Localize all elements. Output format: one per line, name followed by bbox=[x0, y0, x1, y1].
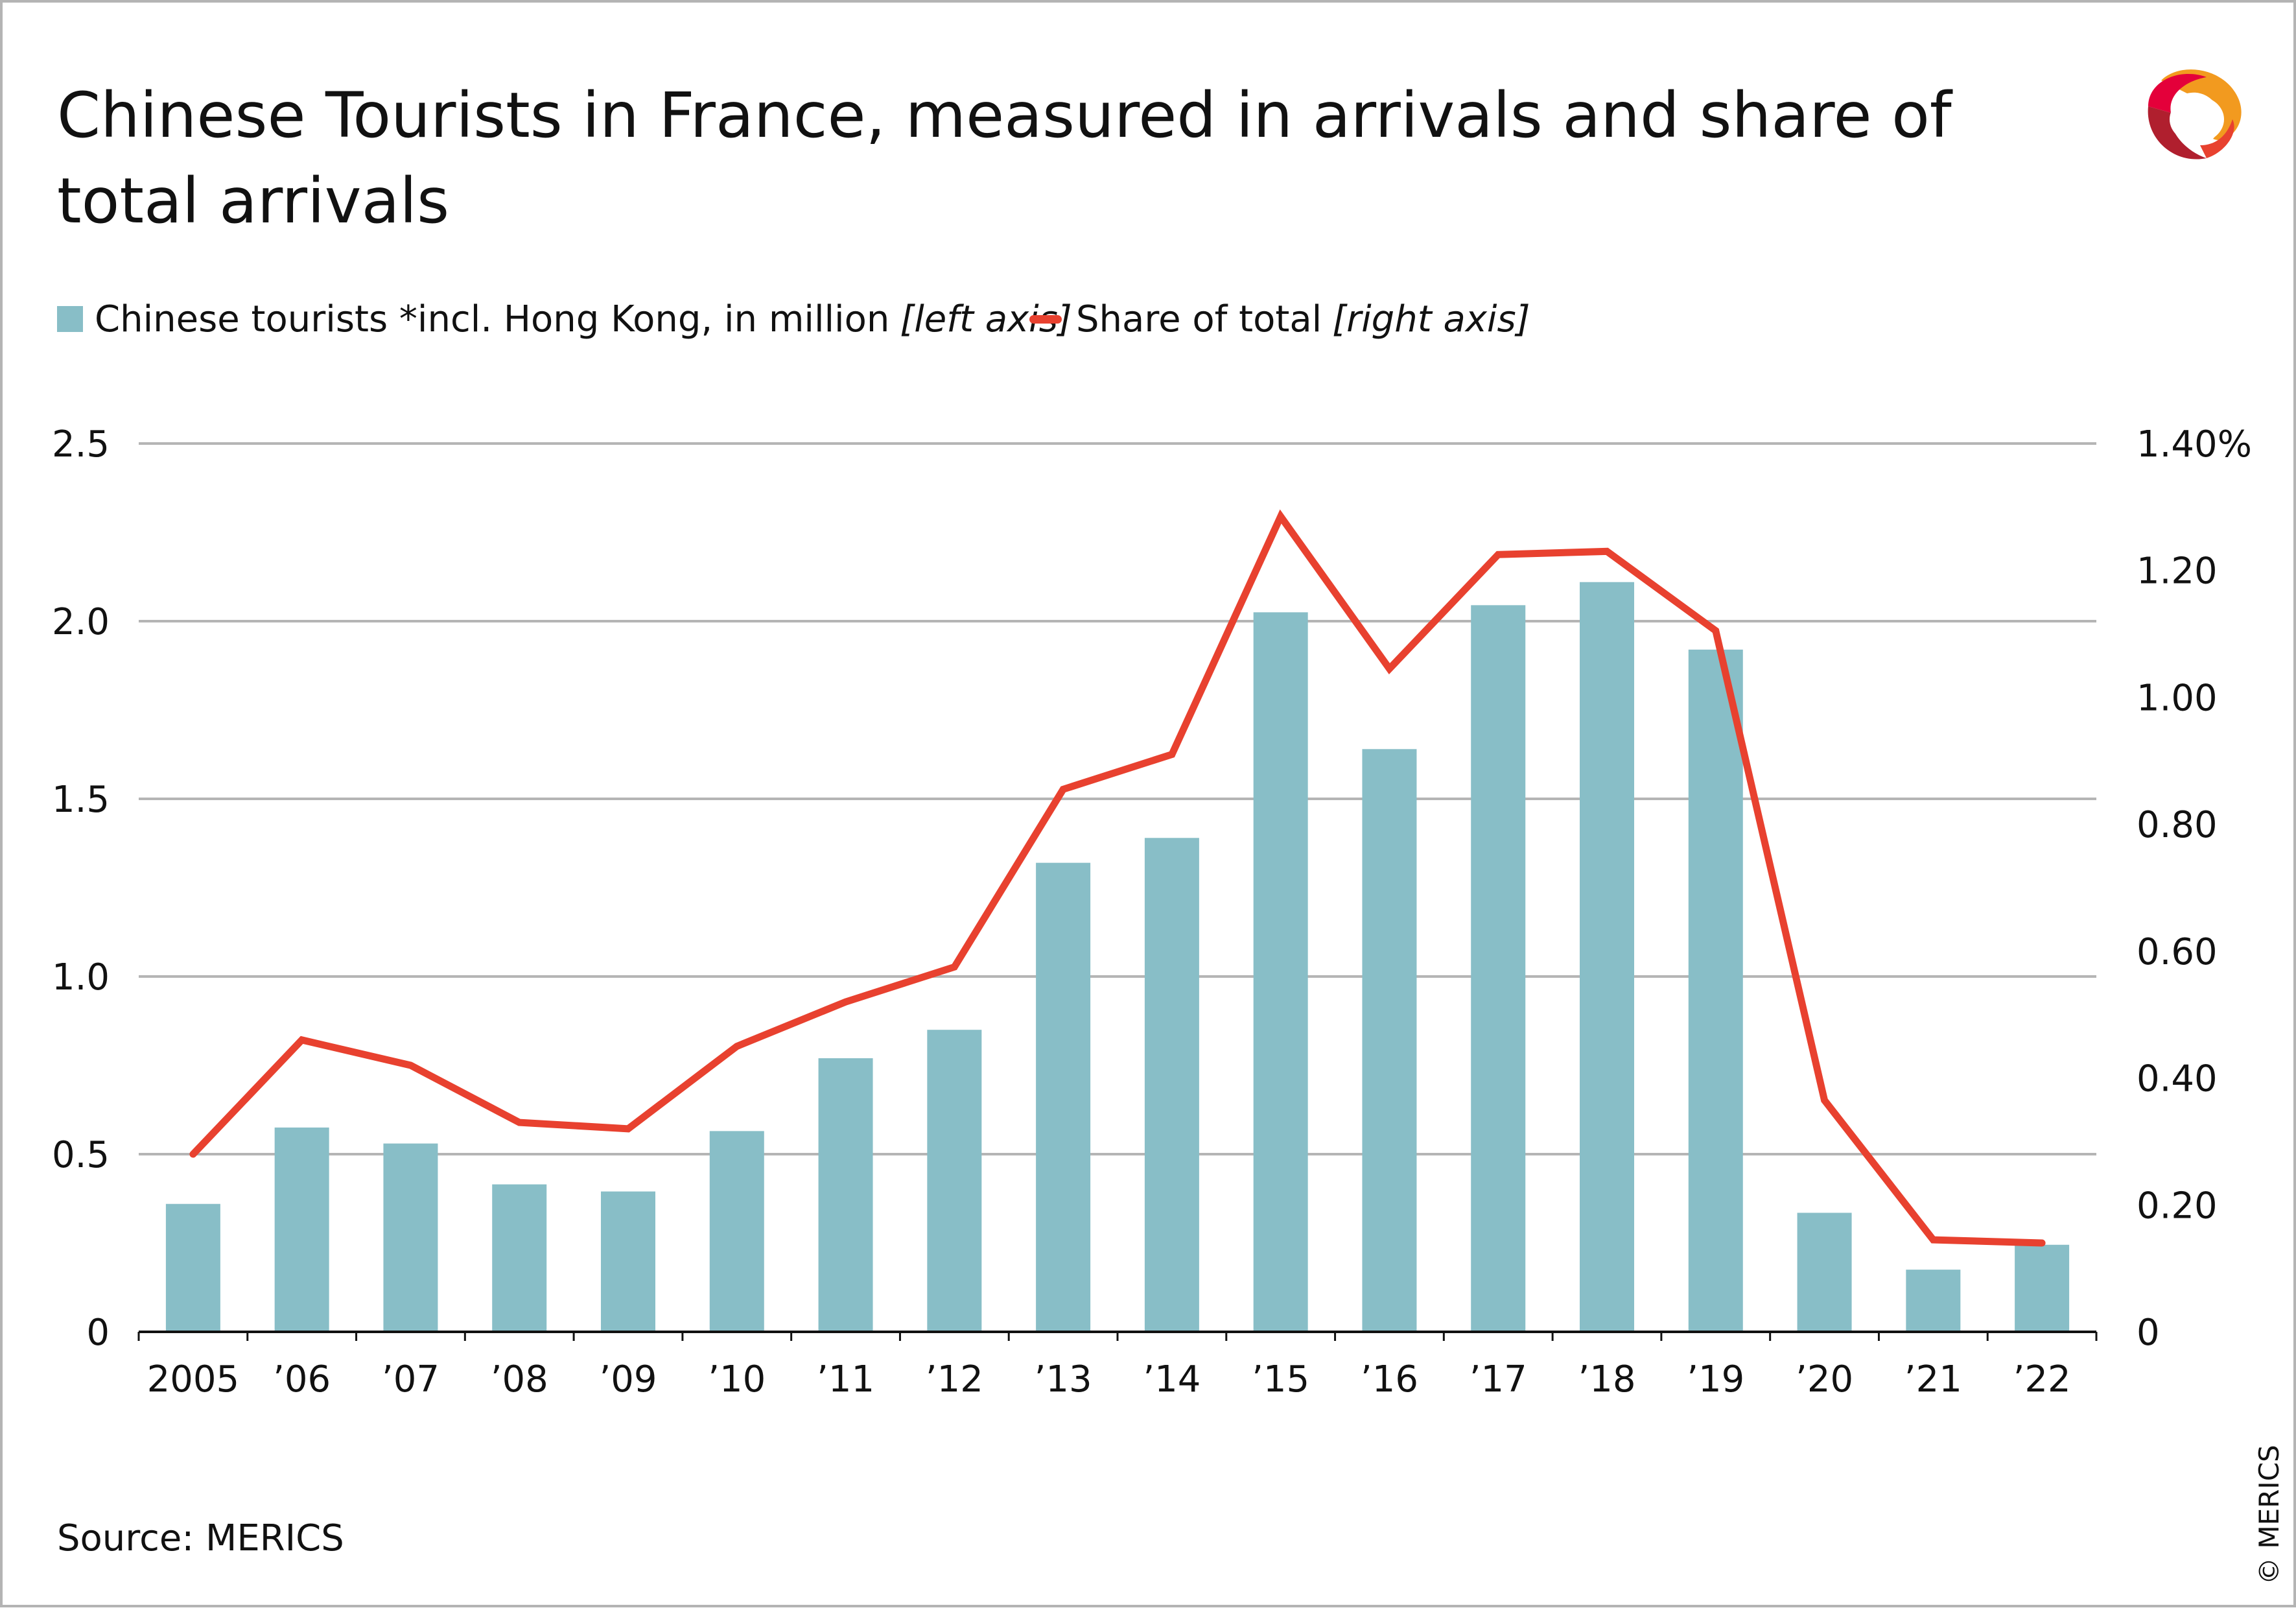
copyright-note: © MERICS bbox=[2253, 1445, 2285, 1585]
y-left-tick-label: 2.5 bbox=[52, 423, 110, 466]
bar bbox=[1906, 1270, 1960, 1332]
bar bbox=[1471, 605, 1525, 1332]
x-tick-label: ’09 bbox=[599, 1358, 657, 1401]
x-tick-label: ’18 bbox=[1578, 1358, 1635, 1401]
x-tick-label: ’07 bbox=[382, 1358, 439, 1401]
bar bbox=[1689, 650, 1743, 1332]
y-right-tick-label: 1.40% bbox=[2137, 423, 2252, 466]
y-left-tick-label: 1.5 bbox=[52, 779, 110, 821]
bar bbox=[1145, 838, 1199, 1332]
x-tick-label: ’15 bbox=[1252, 1358, 1309, 1401]
y-right-tick-label: 1.00 bbox=[2137, 677, 2218, 719]
grid-lines bbox=[139, 444, 2096, 1154]
y-left-tick-label: 0.5 bbox=[52, 1134, 110, 1176]
y-left-tick-label: 0 bbox=[86, 1312, 110, 1354]
y-right-tick-label: 0.60 bbox=[2137, 931, 2218, 973]
y-left-tick-label: 2.0 bbox=[52, 601, 110, 643]
y-right-tick-label: 1.20 bbox=[2137, 550, 2218, 593]
bar bbox=[1036, 863, 1090, 1332]
x-tick-label: ’14 bbox=[1143, 1358, 1201, 1401]
share-line bbox=[193, 517, 2042, 1243]
bar bbox=[1798, 1213, 1852, 1332]
x-tick-label: ’19 bbox=[1687, 1358, 1744, 1401]
x-tick-label: ’17 bbox=[1470, 1358, 1527, 1401]
source-note: Source: MERICS bbox=[57, 1517, 344, 1559]
x-tick-label: ’10 bbox=[708, 1358, 766, 1401]
bar bbox=[166, 1204, 220, 1332]
x-tick-label: 2005 bbox=[147, 1358, 240, 1401]
x-tick-label: ’16 bbox=[1361, 1358, 1418, 1401]
line-series bbox=[193, 516, 2042, 1243]
bar bbox=[819, 1058, 873, 1332]
bar bbox=[383, 1144, 438, 1332]
y-right-tick-label: 0.20 bbox=[2137, 1185, 2218, 1227]
x-tick-label: ’13 bbox=[1035, 1358, 1092, 1401]
x-tick-label: ’21 bbox=[1904, 1358, 1962, 1401]
x-tick-label: ’12 bbox=[926, 1358, 983, 1401]
bar-series bbox=[166, 582, 2069, 1332]
bar bbox=[2015, 1245, 2069, 1332]
bar bbox=[710, 1131, 764, 1332]
bar bbox=[1362, 749, 1416, 1332]
axes bbox=[139, 1332, 2096, 1341]
x-tick-label: ’20 bbox=[1796, 1358, 1853, 1401]
bar bbox=[927, 1030, 981, 1332]
bar bbox=[1254, 612, 1308, 1332]
bar bbox=[492, 1185, 546, 1332]
chart-plot: 2005 ’06 ’07 ’08 ’09 ’10 ’11 ’12 ’13 ’14 ’15 ’16 ’17… bbox=[3, 3, 2296, 1610]
y-right-tick-label: 0.80 bbox=[2137, 804, 2218, 846]
bar bbox=[1580, 582, 1634, 1332]
bar bbox=[275, 1128, 329, 1332]
x-tick-label: ’11 bbox=[817, 1358, 874, 1401]
x-tick-label: ’08 bbox=[491, 1358, 548, 1401]
bar bbox=[601, 1192, 655, 1332]
y-right-tick-label: 0.40 bbox=[2137, 1058, 2218, 1100]
y-left-tick-label: 1.0 bbox=[52, 956, 110, 999]
x-tick-label: ’06 bbox=[273, 1358, 331, 1401]
x-tick-label: ’22 bbox=[2013, 1358, 2071, 1401]
y-right-tick-label: 0 bbox=[2137, 1312, 2160, 1354]
